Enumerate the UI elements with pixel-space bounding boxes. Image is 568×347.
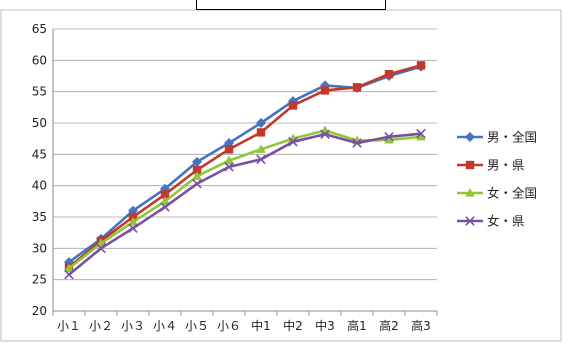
series-line [68, 129, 422, 270]
data-point [384, 132, 394, 142]
data-point [64, 269, 74, 280]
data-point [224, 155, 234, 165]
data-point [352, 83, 362, 92]
y-tick-label: 25 [32, 273, 47, 287]
data-point [384, 134, 394, 144]
data-point [128, 212, 138, 222]
y-tick-label: 30 [32, 241, 47, 255]
marker-x-stroke [96, 243, 106, 254]
data-point [160, 196, 170, 205]
marker-x-stroke [320, 129, 330, 140]
axes: 20 25 30 35 40 45 50 55 60 65 小１ 小２ 小３ 小４ 小５ 小６ 中1 中2 中3 高1… [32, 22, 438, 333]
marker-x-stroke [465, 216, 475, 226]
marker-x-stroke [64, 269, 74, 280]
marker-x-stroke [224, 162, 234, 172]
x-tick-label: 小４ [153, 319, 177, 333]
y-tick-label: 50 [32, 116, 47, 130]
y-tick-label: 65 [32, 22, 47, 36]
x-tick-label: 小１ [57, 319, 81, 333]
data-point [128, 223, 138, 234]
data-point [320, 129, 330, 140]
chart-title-box [196, 0, 386, 10]
x-tick-label: 小２ [89, 319, 113, 333]
legend-swatch-marker [465, 216, 475, 226]
data-point [224, 145, 234, 154]
marker-x-stroke [288, 137, 298, 147]
legend-label: 男・全国 [487, 130, 537, 145]
x-tick-label: 高2 [379, 318, 399, 333]
legend-entry: 男・全国 [457, 130, 537, 145]
legend-label: 男・県 [487, 158, 525, 173]
data-point [192, 179, 202, 189]
data-point [416, 131, 426, 141]
marker-x-stroke [352, 138, 362, 148]
marker-x-stroke [192, 179, 202, 189]
data-point [416, 61, 426, 70]
legend-swatch-marker [465, 132, 475, 142]
marker-x-stroke [256, 154, 266, 165]
legend-entry: 男・県 [457, 158, 525, 173]
x-tick-label: 小３ [121, 319, 145, 333]
x-tick-label: 中3 [315, 318, 335, 333]
series-lines [64, 61, 426, 280]
data-point [320, 86, 330, 95]
x-tick-label: 小６ [217, 319, 241, 333]
data-point [160, 202, 170, 212]
data-point [288, 101, 298, 110]
series-line [68, 132, 422, 276]
data-point [96, 243, 106, 254]
data-point [256, 144, 266, 153]
legend-label: 女・全国 [487, 186, 537, 201]
marker-x-stroke [160, 202, 170, 212]
y-tick-label: 55 [32, 85, 47, 99]
marker-x-stroke [416, 128, 426, 139]
data-point [384, 69, 394, 79]
legend-label: 女・県 [487, 214, 525, 229]
x-tick-label: 小５ [185, 319, 209, 333]
data-point [128, 217, 138, 226]
marker-x-stroke [384, 132, 394, 142]
data-point [416, 128, 426, 139]
legend: 男・全国男・県女・全国女・県 [457, 130, 537, 229]
y-tick-label: 45 [32, 147, 47, 161]
x-tick-label: 中1 [251, 318, 271, 333]
data-point [192, 165, 202, 175]
series-line [68, 64, 422, 269]
data-point [352, 138, 362, 148]
x-tick-label: 中2 [283, 318, 303, 333]
data-point [256, 128, 266, 137]
x-tick-label: 高1 [347, 318, 367, 333]
series-4 [64, 128, 426, 280]
y-tick-label: 40 [32, 179, 47, 193]
data-point [64, 263, 74, 272]
y-tick-label: 60 [32, 53, 47, 67]
data-point [288, 137, 298, 147]
legend-entry: 女・県 [457, 214, 525, 229]
legend-swatch-marker [465, 160, 475, 170]
data-point [256, 154, 266, 165]
data-point [256, 118, 266, 128]
marker-x-stroke [128, 223, 138, 234]
y-tick-label: 35 [32, 210, 47, 224]
data-point [192, 171, 202, 180]
data-point [224, 162, 234, 172]
x-tick-label: 高3 [411, 318, 431, 333]
chart-outer-border [0, 9, 562, 342]
data-point [160, 190, 170, 199]
legend-entry: 女・全国 [457, 186, 537, 201]
data-point [96, 238, 106, 247]
legend-swatch-marker [465, 188, 475, 197]
data-point [192, 156, 202, 167]
y-tick-label: 20 [32, 304, 47, 318]
